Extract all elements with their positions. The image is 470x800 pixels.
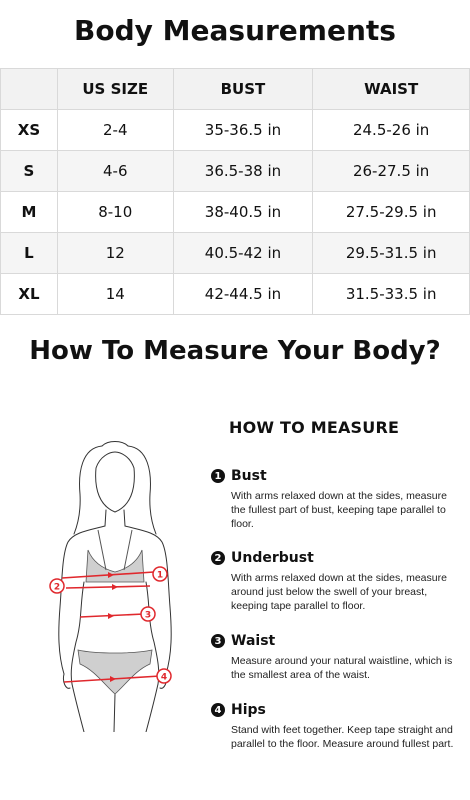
number-2-icon: 2: [211, 551, 225, 565]
size-label-cell: S: [0, 150, 58, 192]
us-size-cell: 4-6: [56, 150, 174, 192]
how-to-measure-heading: HOW TO MEASURE: [229, 418, 400, 437]
table-row: M 8-10 38-40.5 in 27.5-29.5 in: [0, 191, 470, 233]
header-cell-bust: BUST: [172, 68, 314, 110]
step-hips: 4 Hips Stand with feet together. Keep ta…: [211, 702, 456, 751]
us-size-cell: 2-4: [56, 109, 174, 151]
body-figure-illustration: 1 2 3 4: [49, 441, 172, 732]
waist-cell: 27.5-29.5 in: [312, 191, 470, 233]
us-size-cell: 12: [56, 232, 174, 274]
table-header-row: US SIZE BUST WAIST: [0, 68, 470, 110]
step-title: Bust: [231, 468, 267, 484]
bust-cell: 36.5-38 in: [172, 150, 314, 192]
page-title: Body Measurements: [74, 14, 396, 47]
legs-outline: [71, 683, 159, 732]
marker-2-label: 2: [54, 583, 60, 593]
header-cell-waist: WAIST: [312, 68, 470, 110]
face-outline: [95, 451, 135, 513]
step-title: Waist: [231, 633, 276, 649]
marker-2: [49, 578, 65, 594]
number-3-icon: 3: [211, 634, 225, 648]
us-size-cell: 8-10: [56, 191, 174, 233]
bust-cell: 38-40.5 in: [172, 191, 314, 233]
number-1-icon: 1: [211, 469, 225, 483]
torso-outline: [58, 525, 172, 675]
size-label-cell: L: [0, 232, 58, 274]
size-label-cell: XS: [0, 109, 58, 151]
marker-1: [152, 566, 168, 582]
neck-outline: [104, 509, 126, 527]
waist-cell: 24.5-26 in: [312, 109, 470, 151]
step-description: With arms relaxed down at the sides, mea…: [231, 490, 447, 530]
table-row: XL 14 42-44.5 in 31.5-33.5 in: [0, 273, 470, 315]
waist-cell: 31.5-33.5 in: [312, 273, 470, 315]
us-size-cell: 14: [56, 273, 174, 315]
step-title: Underbust: [231, 550, 314, 566]
size-label-cell: M: [0, 191, 58, 233]
hair-top: [101, 441, 129, 447]
waist-cell: 29.5-31.5 in: [312, 232, 470, 274]
bust-cell: 40.5-42 in: [172, 232, 314, 274]
size-label-cell: XL: [0, 273, 58, 315]
step-description: With arms relaxed down at the sides, mea…: [231, 572, 447, 612]
step-description: Stand with feet together. Keep tape stra…: [231, 724, 454, 750]
step-description: Measure around your natural waistline, w…: [231, 655, 453, 681]
marker-1-label: 1: [157, 571, 163, 581]
step-bust: 1 Bust With arms relaxed down at the sid…: [211, 468, 456, 531]
number-4-icon: 4: [211, 703, 225, 717]
marker-3: [140, 606, 156, 622]
header-cell-size: [0, 68, 58, 110]
table-row: L 12 40.5-42 in 29.5-31.5 in: [0, 232, 470, 274]
panties-shape: [77, 649, 153, 695]
step-title: Hips: [231, 702, 266, 718]
waist-cell: 26-27.5 in: [312, 150, 470, 192]
section-title: How To Measure Your Body?: [29, 336, 441, 366]
tape-underbust: [65, 585, 151, 589]
step-waist: 3 Waist Measure around your natural wais…: [211, 633, 456, 682]
size-chart-table: US SIZE BUST WAIST XS 2-4 35-36.5 in 24.…: [0, 68, 470, 315]
table-row: S 4-6 36.5-38 in 26-27.5 in: [0, 150, 470, 192]
bust-cell: 42-44.5 in: [172, 273, 314, 315]
marker-4-label: 4: [161, 673, 167, 683]
marker-3-label: 3: [145, 611, 151, 621]
hair-outline: [73, 445, 157, 535]
header-cell-us-size: US SIZE: [56, 68, 174, 110]
table-row: XS 2-4 35-36.5 in 24.5-26 in: [0, 109, 470, 151]
step-underbust: 2 Underbust With arms relaxed down at th…: [211, 550, 456, 613]
marker-4: [156, 668, 172, 684]
bra-shape: [85, 549, 145, 583]
bust-cell: 35-36.5 in: [172, 109, 314, 151]
